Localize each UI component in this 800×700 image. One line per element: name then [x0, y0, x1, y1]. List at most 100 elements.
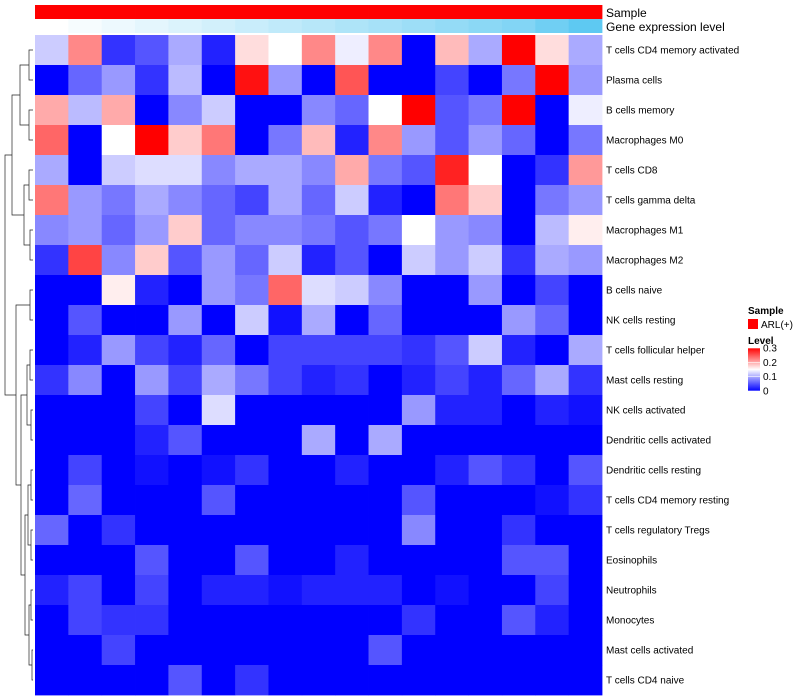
heatmap-cell — [235, 245, 269, 275]
heatmap-cell — [535, 605, 569, 635]
heatmap-cell — [402, 335, 436, 365]
heatmap-cell — [168, 365, 202, 395]
heatmap-cell — [235, 425, 269, 455]
heatmap-cell — [402, 575, 436, 605]
heatmap-cell — [202, 185, 236, 215]
heatmap-cell — [35, 215, 69, 245]
heatmap-cell — [135, 575, 169, 605]
gene-expression-annotation-cell — [502, 19, 536, 33]
heatmap-cell — [502, 545, 536, 575]
heatmap-cell — [68, 485, 102, 515]
heatmap-cell — [402, 65, 436, 95]
heatmap-cell — [535, 65, 569, 95]
heatmap-cell — [469, 365, 503, 395]
heatmap-cell — [35, 35, 69, 65]
sample-annotation-cell — [168, 5, 202, 19]
heatmap-cell — [569, 95, 603, 125]
annotation-label-gene-expression: Gene expression level — [606, 20, 725, 34]
row-label: Eosinophils — [606, 556, 657, 567]
heatmap-cell — [535, 455, 569, 485]
row-label: B cells memory — [606, 106, 674, 117]
sample-annotation-cell — [369, 5, 403, 19]
heatmap-cell — [469, 155, 503, 185]
heatmap-cell — [435, 395, 469, 425]
heatmap-cell — [535, 215, 569, 245]
gene-expression-annotation-cell — [235, 19, 269, 33]
heatmap-cell — [435, 635, 469, 665]
heatmap-cell — [569, 635, 603, 665]
heatmap-cell — [68, 635, 102, 665]
heatmap-cell — [302, 245, 336, 275]
heatmap-cell — [535, 485, 569, 515]
heatmap-cell — [35, 95, 69, 125]
heatmap-cell — [369, 65, 403, 95]
dendrogram-branch — [20, 65, 29, 125]
heatmap-cell — [302, 545, 336, 575]
dendrogram-branch — [28, 485, 31, 545]
heatmap-cell — [68, 275, 102, 305]
heatmap-cell — [102, 425, 136, 455]
heatmap-cell — [469, 95, 503, 125]
heatmap-cell — [435, 455, 469, 485]
heatmap-cell — [302, 455, 336, 485]
heatmap-cell — [135, 485, 169, 515]
heatmap-cell — [469, 245, 503, 275]
heatmap-cell — [235, 395, 269, 425]
dendrogram-branch — [25, 515, 29, 635]
heatmap-cell — [369, 395, 403, 425]
legend-tick-label: 0.1 — [763, 372, 777, 383]
heatmap-cell — [569, 665, 603, 695]
heatmap-cell — [435, 335, 469, 365]
sample-annotation-cell — [268, 5, 302, 19]
heatmap-cell — [569, 365, 603, 395]
heatmap-cell — [268, 485, 302, 515]
dendrogram-branch — [31, 530, 33, 560]
row-dendrogram — [5, 50, 33, 680]
row-label: T cells follicular helper — [606, 346, 705, 357]
heatmap-cell — [302, 395, 336, 425]
heatmap-cell — [102, 245, 136, 275]
dendrogram-branch — [32, 650, 33, 680]
heatmap-cell — [369, 185, 403, 215]
heatmap-cell — [268, 335, 302, 365]
dendrogram-branch — [31, 470, 33, 500]
sample-annotation-cell — [102, 5, 136, 19]
heatmap-cell — [168, 125, 202, 155]
heatmap-cell — [335, 65, 369, 95]
heatmap-cell — [335, 575, 369, 605]
heatmap-cell — [302, 605, 336, 635]
heatmap-cell — [502, 305, 536, 335]
heatmap-cell — [469, 65, 503, 95]
heatmap-cell — [369, 245, 403, 275]
heatmap-cell — [168, 665, 202, 695]
heatmap-cell — [235, 305, 269, 335]
heatmap-cell — [102, 155, 136, 185]
heatmap-cell — [535, 365, 569, 395]
heatmap-cell — [202, 665, 236, 695]
heatmap-cell — [235, 335, 269, 365]
heatmap-cell — [168, 485, 202, 515]
row-label: Mast cells activated — [606, 646, 693, 657]
heatmap-cell — [102, 635, 136, 665]
heatmap-cell — [569, 155, 603, 185]
heatmap-cell — [469, 605, 503, 635]
heatmap-cell — [369, 305, 403, 335]
heatmap-cell — [68, 665, 102, 695]
heatmap-cell — [569, 335, 603, 365]
heatmap-cell — [302, 35, 336, 65]
legend-sample-title: Sample — [748, 306, 784, 317]
annotation-label-sample: Sample — [606, 6, 647, 20]
heatmap-cell — [402, 305, 436, 335]
row-label: Monocytes — [606, 616, 654, 627]
heatmap-cell — [168, 215, 202, 245]
heatmap-cell — [569, 515, 603, 545]
heatmap-cell — [335, 275, 369, 305]
heatmap-cell — [502, 515, 536, 545]
row-label: T cells CD4 memory resting — [606, 496, 729, 507]
heatmap-cell — [268, 275, 302, 305]
heatmap-cell — [502, 155, 536, 185]
heatmap-cell — [435, 275, 469, 305]
legend-tick-label: 0.2 — [763, 358, 777, 369]
heatmap-cells — [35, 35, 602, 695]
heatmap-cell — [202, 635, 236, 665]
